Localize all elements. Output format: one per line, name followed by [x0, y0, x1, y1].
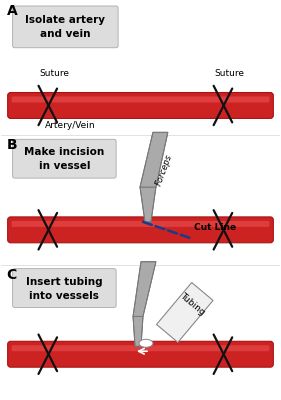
Text: B: B [7, 138, 17, 152]
Polygon shape [133, 316, 143, 346]
Polygon shape [140, 187, 156, 222]
FancyBboxPatch shape [8, 217, 273, 243]
Ellipse shape [139, 339, 153, 347]
Text: Suture: Suture [39, 69, 69, 78]
Text: Cut Line: Cut Line [194, 223, 236, 232]
FancyBboxPatch shape [13, 6, 118, 48]
FancyBboxPatch shape [12, 221, 269, 227]
FancyBboxPatch shape [8, 341, 273, 367]
FancyBboxPatch shape [13, 139, 116, 178]
Text: Isolate artery
and vein: Isolate artery and vein [25, 15, 105, 39]
Text: Tubing: Tubing [178, 292, 207, 318]
FancyBboxPatch shape [8, 92, 273, 118]
FancyBboxPatch shape [12, 345, 269, 351]
Text: Make incision
in vessel: Make incision in vessel [24, 147, 105, 171]
Polygon shape [157, 282, 213, 342]
Polygon shape [133, 262, 156, 316]
FancyBboxPatch shape [13, 269, 116, 308]
Text: Forceps: Forceps [154, 153, 174, 187]
Text: C: C [7, 268, 17, 282]
Text: Insert tubing
into vessels: Insert tubing into vessels [26, 276, 103, 300]
Text: Suture: Suture [215, 69, 244, 78]
Polygon shape [140, 132, 168, 187]
Text: Artery/Vein: Artery/Vein [44, 121, 95, 130]
Text: A: A [7, 4, 17, 18]
FancyBboxPatch shape [12, 96, 269, 102]
